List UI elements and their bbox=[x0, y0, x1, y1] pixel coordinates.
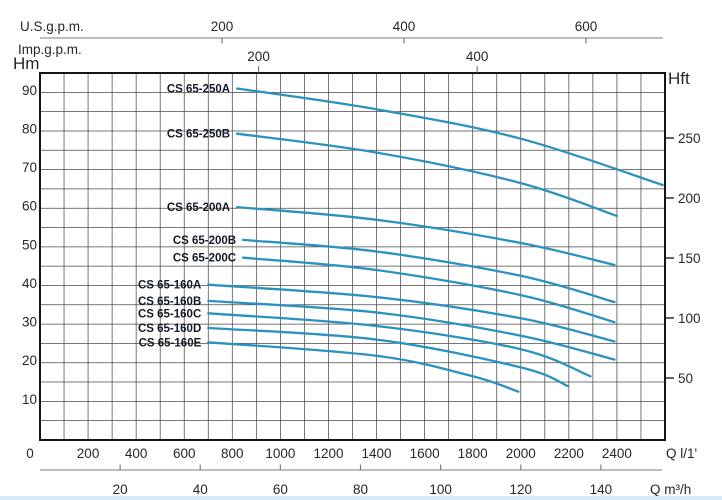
curve-cs-65-160b bbox=[207, 299, 616, 361]
q-lmin-tick-label: 1600 bbox=[410, 446, 440, 461]
q-lmin-tick-label: 1200 bbox=[313, 446, 343, 461]
hm-tick-label: 80 bbox=[22, 121, 37, 136]
hm-tick-label: 90 bbox=[22, 83, 37, 98]
impgpm-unit-label: Imp.g.p.m. bbox=[18, 42, 82, 57]
curve-cs-65-160c bbox=[207, 312, 592, 378]
curve-cs-65-160e bbox=[207, 341, 520, 393]
curve-label-cs-65-250b: CS 65-250B bbox=[167, 129, 230, 141]
curve-cs-65-200c bbox=[241, 256, 616, 324]
hft-tick-label: 50 bbox=[678, 371, 693, 386]
q-lmin-tick-label: 200 bbox=[77, 446, 100, 461]
hft-tick-label: 150 bbox=[678, 251, 701, 266]
qm3h-tick-label: 120 bbox=[510, 482, 533, 497]
q-lmin-tick-label: 400 bbox=[125, 446, 148, 461]
curve-label-cs-65-160c: CS 65-160C bbox=[138, 308, 201, 320]
curve-cs-65-250a bbox=[235, 87, 664, 187]
hm-tick-label: 20 bbox=[22, 353, 37, 368]
curve-label-cs-65-160b: CS 65-160B bbox=[138, 296, 201, 308]
hm-tick-label: 40 bbox=[22, 276, 37, 291]
usgpm-tick-label: 200 bbox=[211, 19, 234, 34]
impgpm-tick-label: 200 bbox=[247, 49, 270, 64]
curve-label-cs-65-200c: CS 65-200C bbox=[173, 253, 236, 265]
usgpm-tick-label: 400 bbox=[393, 19, 416, 34]
q-lmin-tick-label: 1400 bbox=[362, 446, 392, 461]
curve-cs-65-200b bbox=[241, 238, 616, 304]
qm3h-tick-label: 80 bbox=[353, 482, 368, 497]
curve-label-cs-65-200b: CS 65-200B bbox=[173, 235, 236, 247]
q-lmin-unit-label: Q l/1' bbox=[666, 446, 697, 461]
curve-label-cs-65-160d: CS 65-160D bbox=[138, 323, 201, 335]
bottom-strip bbox=[0, 496, 722, 500]
hft-tick-label: 100 bbox=[678, 311, 701, 326]
hm-tick-label: 10 bbox=[22, 392, 37, 407]
qm3h-tick-label: 100 bbox=[429, 482, 452, 497]
hft-tick-label: 250 bbox=[678, 131, 701, 146]
hm-tick-label: 30 bbox=[22, 315, 37, 330]
q-lmin-tick-label: 800 bbox=[221, 446, 244, 461]
usgpm-unit-label: U.S.g.p.m. bbox=[20, 19, 84, 34]
curve-label-cs-65-250a: CS 65-250A bbox=[167, 83, 230, 95]
hm-unit-label: Hm bbox=[13, 54, 39, 73]
q-lmin-tick-label: 2000 bbox=[506, 446, 536, 461]
hm-tick-label: 50 bbox=[22, 237, 37, 252]
curve-cs-65-160d bbox=[207, 326, 569, 388]
q-lmin-tick-label: 1000 bbox=[265, 446, 295, 461]
curve-label-cs-65-160a: CS 65-160A bbox=[138, 280, 201, 292]
hft-tick-label: 200 bbox=[678, 191, 701, 206]
curve-cs-65-250b bbox=[235, 132, 619, 218]
qm3h-tick-label: 60 bbox=[273, 482, 288, 497]
qm3h-tick-label: 140 bbox=[590, 482, 613, 497]
curve-cs-65-160a bbox=[207, 283, 616, 343]
hft-unit-label: Hft bbox=[668, 69, 690, 88]
curve-label-cs-65-160e: CS 65-160E bbox=[139, 337, 202, 349]
qm3h-unit-label: Q m³/h bbox=[650, 482, 691, 497]
curve-cs-65-200a bbox=[235, 205, 616, 267]
q-lmin-tick-label: 0 bbox=[26, 446, 34, 461]
qm3h-tick-label: 40 bbox=[193, 482, 208, 497]
q-lmin-tick-label: 2400 bbox=[602, 446, 632, 461]
q-lmin-tick-label: 600 bbox=[173, 446, 196, 461]
q-lmin-tick-label: 1800 bbox=[458, 446, 488, 461]
qm3h-tick-label: 20 bbox=[113, 482, 128, 497]
curve-label-cs-65-200a: CS 65-200A bbox=[167, 202, 230, 214]
usgpm-tick-label: 600 bbox=[575, 19, 598, 34]
plot-border bbox=[39, 72, 666, 441]
hm-tick-label: 60 bbox=[22, 199, 37, 214]
hm-tick-label: 70 bbox=[22, 160, 37, 175]
impgpm-tick-label: 400 bbox=[466, 49, 489, 64]
q-lmin-tick-label: 2200 bbox=[554, 446, 584, 461]
